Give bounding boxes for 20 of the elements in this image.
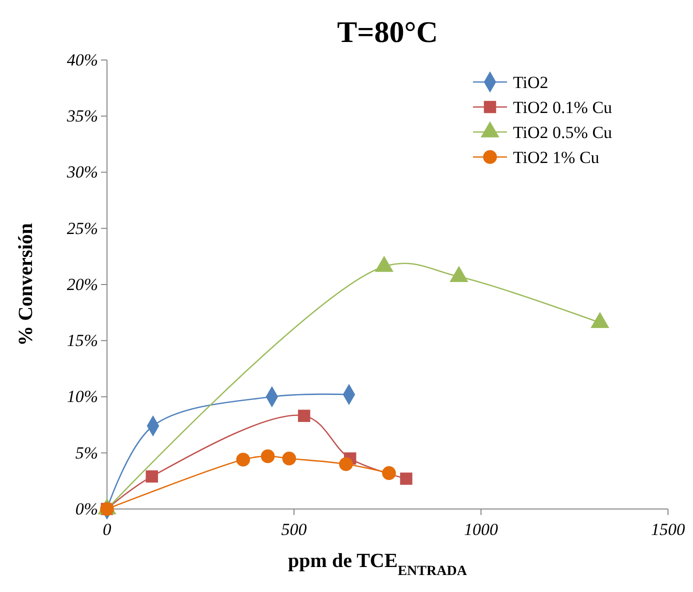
legend-label: TiO2 0.5% Cu	[513, 122, 613, 142]
chart-title: T=80°C	[337, 16, 438, 49]
y-tick-label: 25%	[66, 218, 98, 238]
x-tick-label: 1000	[464, 520, 498, 539]
y-tick-label: 15%	[66, 331, 98, 350]
y-tick-label: 20%	[66, 274, 98, 294]
x-tick-label: 1500	[651, 520, 686, 539]
x-tick-label: 0	[102, 520, 112, 539]
y-tick-label: 35%	[66, 106, 98, 126]
legend-label: TiO2	[513, 72, 548, 92]
legend-label: TiO2 1% Cu	[513, 148, 600, 167]
y-tick-label: 30%	[66, 162, 98, 182]
y-tick-label: 0%	[75, 499, 98, 518]
y-tick-label: 40%	[66, 50, 98, 70]
x-axis-title: ppm de TCE$_{ENTRADA}$	[288, 550, 468, 578]
y-axis-title: % Conversión	[15, 223, 37, 346]
y-tick-label: 5%	[75, 443, 98, 462]
legend-label: TiO2 0.1% Cu	[513, 98, 613, 117]
y-tick-label: 10%	[66, 387, 98, 406]
x-tick-label: 500	[281, 520, 308, 539]
